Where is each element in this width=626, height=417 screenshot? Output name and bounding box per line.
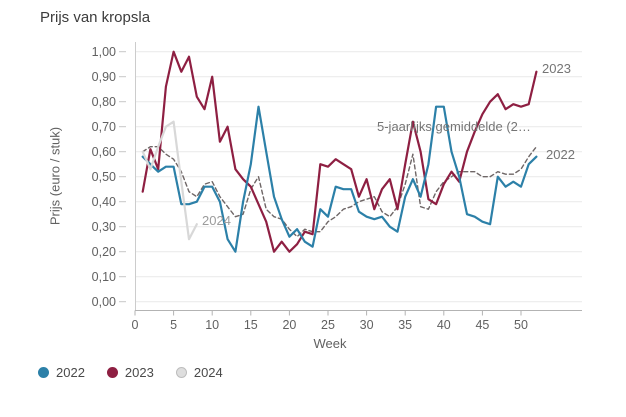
series-line-5-jaarlijks[interactable] (141, 145, 538, 238)
y-tick-label: 0,90 (91, 69, 116, 84)
legend: 2022 2023 2024 (38, 365, 223, 380)
x-tick-label: 20 (282, 318, 297, 332)
legend-label: 2022 (56, 365, 85, 380)
series-line-2022[interactable] (141, 105, 538, 253)
legend-item-2022[interactable]: 2022 (38, 365, 85, 380)
legend-dot-2023-icon (106, 367, 118, 378)
x-tick-label: 35 (398, 318, 413, 332)
x-tick-label: 5 (170, 318, 178, 332)
legend-label: 2024 (193, 365, 223, 380)
x-tick-label: 40 (436, 318, 451, 332)
y-tick-label: 0,70 (91, 119, 116, 134)
series-line-2023[interactable] (141, 50, 538, 253)
y-tick-label: 0,10 (91, 269, 116, 284)
y-tick-label: 0,00 (91, 294, 116, 309)
series-line-2024[interactable] (141, 120, 198, 241)
y-tick-label: 0,50 (91, 169, 116, 184)
legend-dot-2022-icon (38, 367, 49, 378)
x-tick-label: 15 (243, 318, 258, 332)
x-tick-label: 45 (475, 318, 490, 332)
legend-dot-2024-icon (175, 367, 187, 378)
x-tick-label: 0 (131, 318, 139, 332)
y-tick-label: 0,20 (91, 244, 116, 259)
y-tick-label: 0,80 (91, 94, 116, 109)
x-tick-label: 10 (205, 318, 220, 332)
series-label-2022: 2022 (546, 147, 575, 162)
x-tick-label: 50 (514, 318, 528, 332)
y-tick-label: 1,00 (91, 44, 116, 59)
x-axis-title: Week (313, 336, 347, 351)
y-tick-label: 0,30 (91, 219, 116, 234)
x-tick-label: 30 (359, 318, 374, 332)
y-axis-title: Prijs (euro / stuk) (47, 126, 63, 226)
y-tick-label: 0,40 (91, 194, 116, 209)
y-tick-label: 0,60 (91, 144, 116, 159)
legend-item-2023[interactable]: 2023 (106, 365, 154, 380)
chart-title: Prijs van kropsla (40, 9, 151, 26)
x-tick-label: 25 (321, 318, 335, 332)
series-label-2023: 2023 (542, 61, 571, 76)
series-label-5yr-average: 5-jaarlijks gemiddelde (2… (377, 119, 531, 134)
legend-label: 2023 (124, 365, 154, 380)
legend-item-2024[interactable]: 2024 (175, 365, 223, 380)
series-label-2024: 2024 (202, 213, 231, 228)
